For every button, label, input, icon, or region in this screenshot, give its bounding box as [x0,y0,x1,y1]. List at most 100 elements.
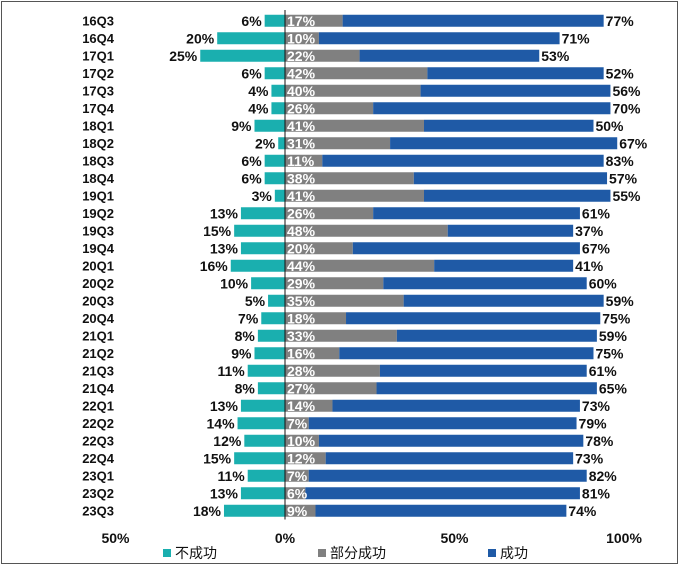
category-label: 19Q4 [82,241,115,256]
data-label-unsuccessful: 13% [210,485,239,501]
category-label: 18Q4 [82,171,115,186]
category-label: 18Q3 [82,153,114,168]
data-label-successful: 67% [619,135,648,151]
bar-partial [285,49,360,62]
category-label: 16Q4 [82,31,115,46]
data-label-unsuccessful: 15% [203,223,232,239]
data-label-successful: 83% [606,153,635,169]
bar-successful [413,172,608,185]
data-label-successful: 56% [612,83,641,99]
category-label: 17Q3 [82,83,114,98]
data-label-unsuccessful: 11% [217,468,245,484]
legend-label: 不成功 [175,545,217,561]
data-label-partial: 48% [287,223,316,239]
category-label: 21Q3 [82,363,114,378]
bar-successful [322,154,604,167]
bar-unsuccessful [237,417,285,430]
category-label: 20Q1 [82,258,114,273]
category-label: 22Q1 [82,398,114,413]
bar-unsuccessful [271,102,285,115]
bar-partial [285,207,374,220]
x-tick-label: 100% [606,530,642,546]
data-label-partial: 10% [287,30,316,46]
bar-partial [285,119,424,132]
category-label: 21Q1 [82,328,114,343]
data-label-successful: 59% [606,293,635,309]
bar-partial [285,224,448,237]
bar-successful [403,294,604,307]
data-label-unsuccessful: 6% [241,65,262,81]
data-label-partial: 7% [287,415,308,431]
bar-partial [285,487,306,500]
bar-partial [285,14,343,27]
data-label-successful: 75% [602,310,631,326]
bar-partial [285,259,435,272]
bar-successful [373,207,580,220]
data-label-successful: 73% [582,398,611,414]
bar-successful [396,329,597,342]
data-label-unsuccessful: 8% [235,328,256,344]
data-label-partial: 31% [287,135,316,151]
bar-partial [285,434,319,447]
x-tick-label: 50% [101,530,130,546]
bar-unsuccessful [264,154,285,167]
category-label: 17Q1 [82,48,114,63]
bar-unsuccessful [244,434,285,447]
data-label-partial: 35% [287,293,316,309]
category-label: 21Q2 [82,346,114,361]
bar-successful [325,452,574,465]
bar-unsuccessful [200,49,285,62]
data-label-successful: 73% [575,450,604,466]
bar-unsuccessful [240,242,285,255]
data-label-partial: 29% [287,275,316,291]
bar-partial [285,347,340,360]
data-label-partial: 44% [287,258,316,274]
bar-partial [285,242,353,255]
bar-unsuccessful [240,399,285,412]
data-label-partial: 11% [287,153,315,169]
data-label-successful: 57% [609,170,638,186]
bar-successful [308,417,577,430]
category-label: 22Q2 [82,416,114,431]
data-label-unsuccessful: 15% [203,450,232,466]
data-label-successful: 60% [589,275,618,291]
data-label-partial: 22% [287,48,316,64]
bar-partial [285,172,414,185]
bar-partial [285,382,377,395]
data-label-unsuccessful: 11% [217,363,245,379]
data-label-partial: 16% [287,345,316,361]
bar-successful [373,102,611,115]
bar-partial [285,504,316,517]
data-label-successful: 75% [595,345,624,361]
bar-unsuccessful [240,487,285,500]
bars-layer [200,14,618,517]
bar-successful [434,259,574,272]
category-label: 21Q4 [82,381,115,396]
category-label: 16Q3 [82,13,114,28]
bar-partial [285,417,309,430]
data-label-unsuccessful: 6% [241,153,262,169]
bar-unsuccessful [257,382,285,395]
category-label: 20Q3 [82,293,114,308]
data-label-partial: 20% [287,240,316,256]
bar-successful [339,347,594,360]
data-label-unsuccessful: 7% [238,310,259,326]
bar-partial [285,84,421,97]
bar-unsuccessful [254,119,285,132]
data-label-successful: 71% [562,30,591,46]
data-label-successful: 41% [575,258,604,274]
data-label-successful: 77% [606,13,635,29]
bar-unsuccessful [254,347,285,360]
data-label-unsuccessful: 12% [213,433,242,449]
category-label: 22Q3 [82,433,114,448]
category-label: 22Q4 [82,451,115,466]
legend-label: 部分成功 [330,545,386,561]
data-label-partial: 18% [287,310,316,326]
category-label: 18Q2 [82,136,114,151]
data-label-successful: 37% [575,223,604,239]
data-label-partial: 6% [287,485,308,501]
bar-unsuccessful [278,137,285,150]
data-label-unsuccessful: 6% [241,13,262,29]
data-label-partial: 14% [287,398,316,414]
